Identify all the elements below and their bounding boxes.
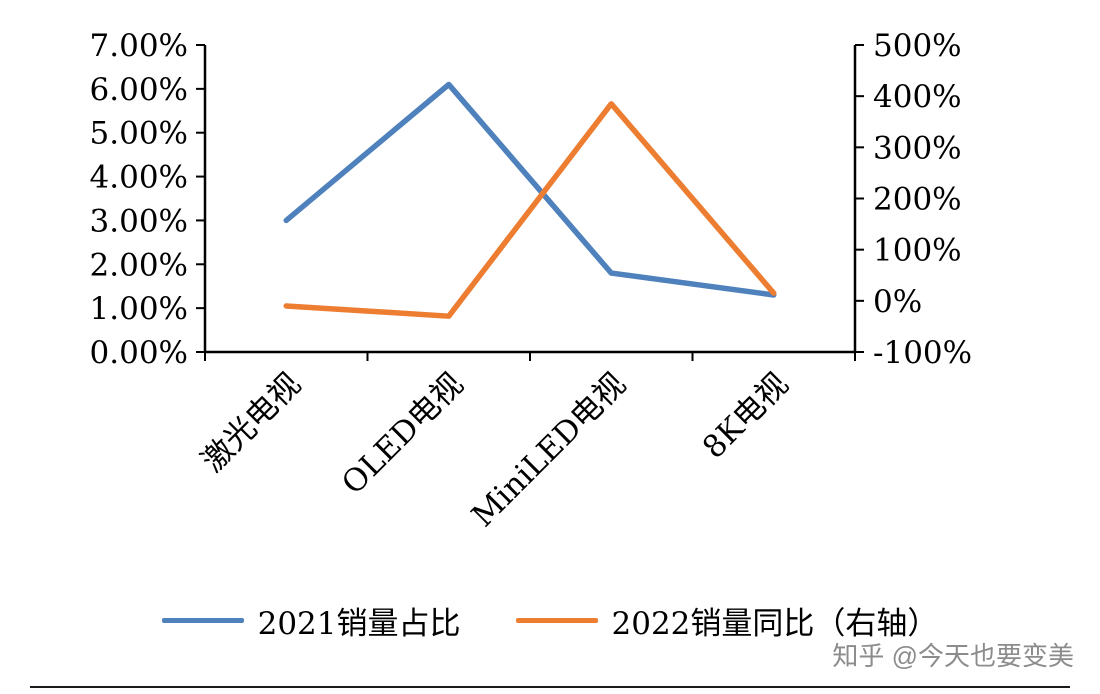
svg-text:400%: 400% <box>873 79 962 115</box>
svg-text:1.00%: 1.00% <box>90 291 188 327</box>
legend-line-swatch-orange <box>515 618 598 623</box>
right-axis: -100% 0% 100% 200% 300% 400% 500% <box>853 28 972 371</box>
svg-text:100%: 100% <box>873 233 962 269</box>
svg-text:4.00%: 4.00% <box>90 160 188 196</box>
svg-text:2.00%: 2.00% <box>90 247 188 283</box>
svg-text:激光电视: 激光电视 <box>195 366 308 479</box>
legend-line-swatch-blue <box>161 618 244 623</box>
svg-text:8K电视: 8K电视 <box>696 366 796 466</box>
svg-text:MiniLED电视: MiniLED电视 <box>465 366 633 534</box>
svg-text:OLED电视: OLED电视 <box>335 366 470 501</box>
left-axis: 0.00% 1.00% 2.00% 3.00% 4.00% 5.00% 6.00% 7.00% <box>90 28 207 371</box>
series-line-0 <box>283 81 777 298</box>
category-axis <box>204 350 856 361</box>
svg-text:7.00%: 7.00% <box>90 28 188 64</box>
svg-text:6.00%: 6.00% <box>90 72 188 108</box>
dual-axis-line-chart: 0.00% 1.00% 2.00% 3.00% 4.00% 5.00% 6.00% 7.00%… <box>90 28 973 534</box>
legend-item-2022: 2022销量同比（右轴） <box>515 598 939 643</box>
svg-text:3.00%: 3.00% <box>90 203 188 239</box>
legend-label: 2022销量同比（右轴） <box>611 606 939 642</box>
svg-text:0%: 0% <box>873 284 922 320</box>
legend-label: 2021销量占比 <box>257 606 461 642</box>
svg-text:200%: 200% <box>873 182 962 218</box>
svg-text:5.00%: 5.00% <box>90 116 188 152</box>
svg-text:300%: 300% <box>873 130 962 166</box>
svg-text:500%: 500% <box>873 28 962 64</box>
watermark: 知乎 @今天也要变美 <box>832 641 1074 671</box>
bottom-divider <box>30 686 1070 688</box>
chart-legend: 2021销量占比 2022销量同比（右轴） <box>0 598 1100 643</box>
svg-text:-100%: -100% <box>873 335 972 371</box>
svg-text:0.00%: 0.00% <box>90 335 188 371</box>
series-line-1 <box>283 101 777 319</box>
legend-item-2021: 2021销量占比 <box>161 598 461 643</box>
